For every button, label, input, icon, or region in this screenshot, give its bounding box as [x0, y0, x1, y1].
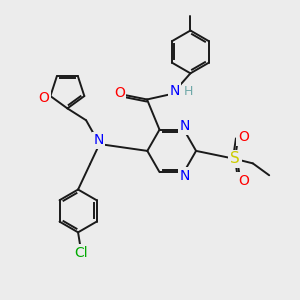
- Text: N: N: [180, 119, 190, 133]
- Text: O: O: [38, 91, 49, 105]
- Text: O: O: [238, 130, 249, 144]
- Text: N: N: [93, 134, 104, 148]
- Text: O: O: [114, 86, 125, 100]
- Text: S: S: [230, 152, 240, 166]
- Text: Cl: Cl: [74, 246, 88, 260]
- Text: N: N: [180, 169, 190, 183]
- Text: O: O: [238, 174, 249, 188]
- Text: H: H: [183, 85, 193, 98]
- Text: N: N: [169, 84, 180, 98]
